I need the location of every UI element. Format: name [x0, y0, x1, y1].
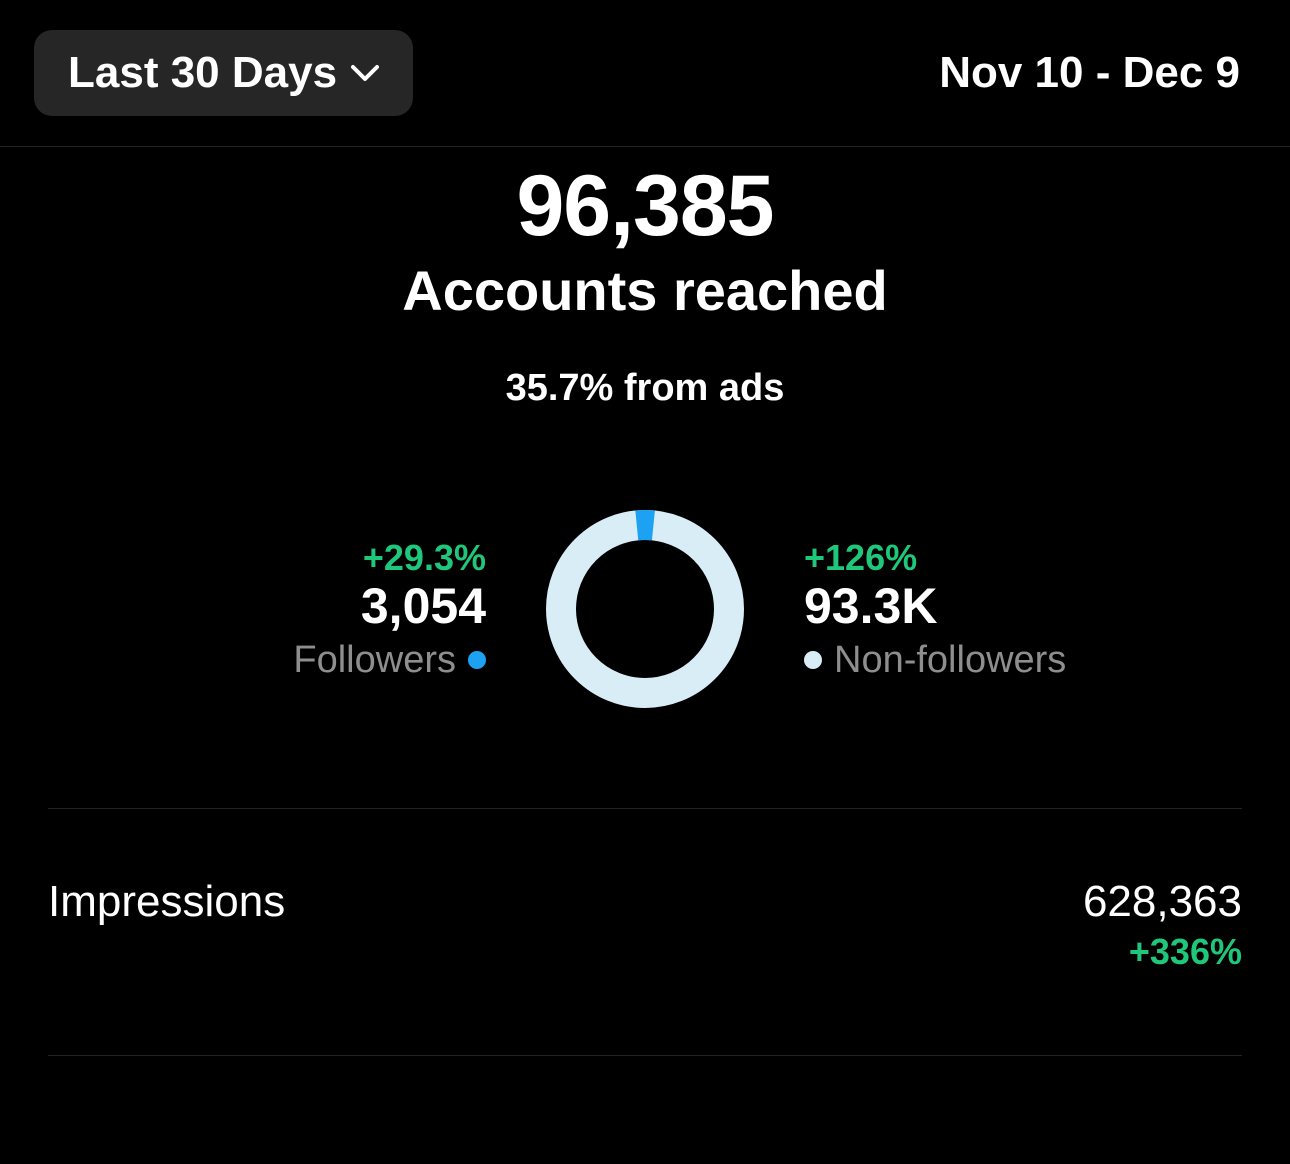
period-selector[interactable]: Last 30 Days — [34, 30, 413, 116]
donut-svg — [546, 510, 744, 708]
followers-stat: +29.3% 3,054 Followers — [146, 537, 486, 682]
followers-dot-icon — [468, 651, 486, 669]
accounts-reached-value: 96,385 — [48, 157, 1242, 256]
date-range: Nov 10 - Dec 9 — [939, 48, 1250, 98]
followers-label-row: Followers — [293, 639, 486, 682]
impressions-delta: +336% — [1083, 931, 1242, 973]
accounts-reached-label: Accounts reached — [48, 258, 1242, 323]
nonfollowers-stat: +126% 93.3K Non-followers — [804, 537, 1144, 682]
followers-value: 3,054 — [361, 577, 486, 635]
nonfollowers-label: Non-followers — [834, 639, 1066, 682]
impressions-row: Impressions 628,363 +336% — [48, 809, 1242, 1056]
chevron-down-icon — [351, 64, 379, 82]
donut-breakdown-row: +29.3% 3,054 Followers +126% 93.3K Non-f… — [48, 510, 1242, 708]
impressions-value: 628,363 — [1083, 877, 1242, 927]
followers-label: Followers — [293, 639, 456, 682]
period-selector-label: Last 30 Days — [68, 48, 337, 98]
insights-header: Last 30 Days Nov 10 - Dec 9 — [0, 0, 1290, 147]
nonfollowers-label-row: Non-followers — [804, 639, 1066, 682]
impressions-label: Impressions — [48, 877, 285, 927]
nonfollowers-dot-icon — [804, 651, 822, 669]
nonfollowers-delta: +126% — [804, 537, 917, 579]
from-ads-text: 35.7% from ads — [48, 367, 1242, 410]
reach-donut-chart — [546, 510, 744, 708]
followers-delta: +29.3% — [363, 537, 486, 579]
accounts-reached-section: 96,385 Accounts reached 35.7% from ads +… — [48, 147, 1242, 809]
impressions-right: 628,363 +336% — [1083, 877, 1242, 973]
nonfollowers-value: 93.3K — [804, 577, 937, 635]
